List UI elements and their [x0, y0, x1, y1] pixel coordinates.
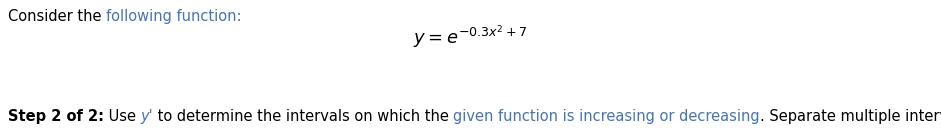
Text: y': y' — [140, 109, 152, 124]
Text: . Separate multiple intervals with commas.: . Separate multiple intervals with comma… — [760, 109, 941, 124]
Text: Step 2 of 2:: Step 2 of 2: — [8, 109, 104, 124]
Text: following function:: following function: — [105, 9, 241, 24]
Text: Consider the: Consider the — [8, 9, 105, 24]
Text: given function is increasing or decreasing: given function is increasing or decreasi… — [454, 109, 760, 124]
Text: to determine the intervals on which the: to determine the intervals on which the — [152, 109, 454, 124]
Text: Use: Use — [104, 109, 140, 124]
Text: $y = e^{-0.3x^2+7}$: $y = e^{-0.3x^2+7}$ — [413, 24, 528, 51]
